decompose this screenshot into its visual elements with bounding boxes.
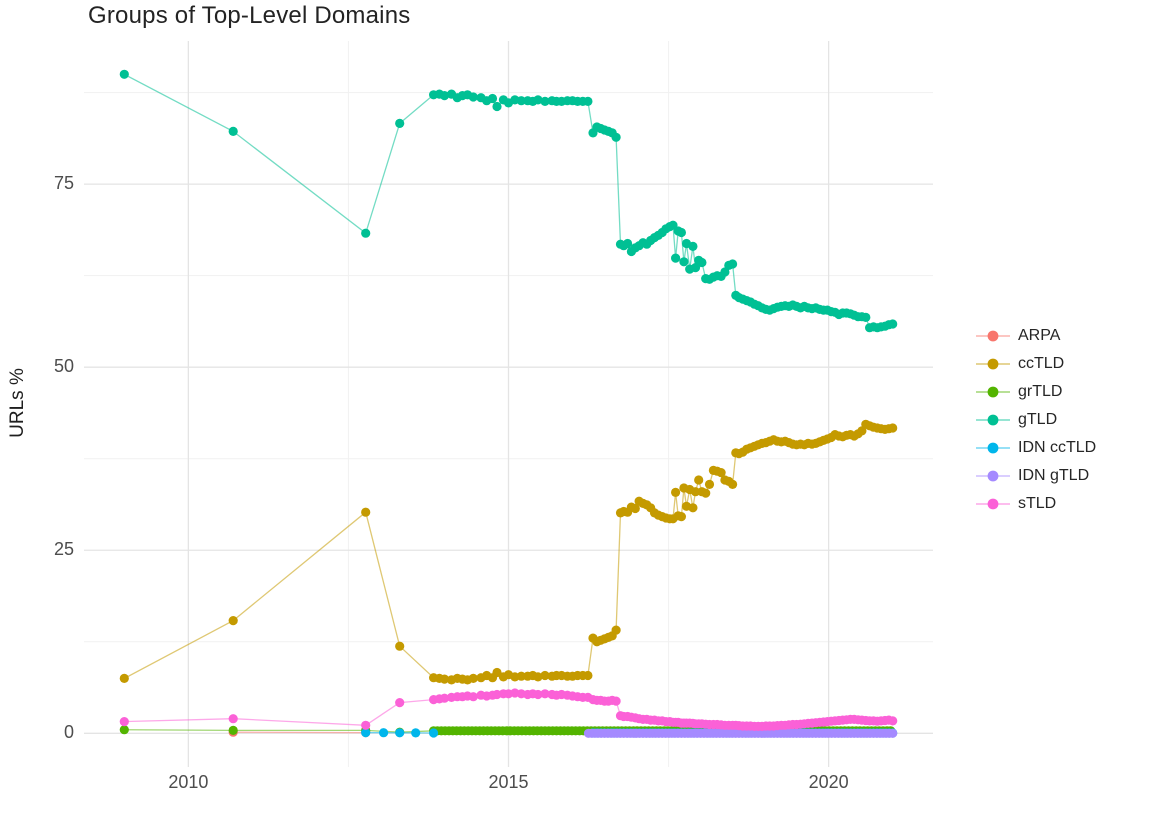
legend-item-grtld: grTLD	[975, 378, 1096, 406]
legend-key-gtld-icon	[976, 414, 1010, 426]
y-tick-label-50: 50	[53, 356, 74, 377]
legend-item-idn-gtld: IDN gTLD	[975, 462, 1096, 490]
legend-label-stld: sTLD	[1018, 495, 1057, 512]
legend-key-cctld-icon	[976, 358, 1010, 370]
legend-key-grtld-icon	[976, 386, 1010, 398]
legend-label-cctld: ccTLD	[1018, 355, 1065, 372]
series-points-cctld	[119, 419, 898, 685]
x-tick-label-2015: 2015	[488, 772, 529, 792]
legend-label-arpa: ARPA	[1018, 327, 1061, 344]
legend-item-arpa: ARPA	[975, 322, 1096, 350]
legend-label-gtld: gTLD	[1018, 411, 1058, 428]
series-points-gtld	[119, 69, 898, 333]
y-tick-label-75: 75	[53, 173, 74, 194]
legend-label-idn-cctld: IDN ccTLD	[1018, 439, 1097, 456]
x-tick-label-2020: 2020	[808, 772, 849, 792]
legend-key-idn-gtld-icon	[976, 470, 1010, 482]
series-points	[119, 69, 898, 738]
y-axis-title: URLs %	[7, 368, 28, 438]
legend-item-cctld: ccTLD	[975, 350, 1096, 378]
legend-key-idn-cctld-icon	[976, 442, 1010, 454]
series-points-idn-gtld	[583, 728, 898, 738]
x-tick-label-2010: 2010	[168, 772, 209, 792]
legend-item-idn-cctld: IDN ccTLD	[975, 434, 1096, 462]
legend-item-gtld: gTLD	[975, 406, 1096, 434]
legend: ARPA ccTLD grTLD gTLD IDN ccTLD IDN gTLD sTLD	[975, 322, 1096, 518]
legend-label-idn-gtld: IDN gTLD	[1018, 467, 1090, 484]
legend-key-stld-icon	[976, 498, 1010, 510]
legend-label-grtld: grTLD	[1018, 383, 1063, 400]
legend-key-arpa-icon	[976, 330, 1010, 342]
chart-title: Groups of Top-Level Domains	[88, 2, 411, 29]
legend-item-stld: sTLD	[975, 490, 1096, 518]
series-points-stld	[119, 688, 898, 732]
gridlines-major	[84, 41, 933, 767]
y-tick-label-0: 0	[63, 722, 74, 743]
y-tick-label-25: 25	[53, 539, 74, 560]
